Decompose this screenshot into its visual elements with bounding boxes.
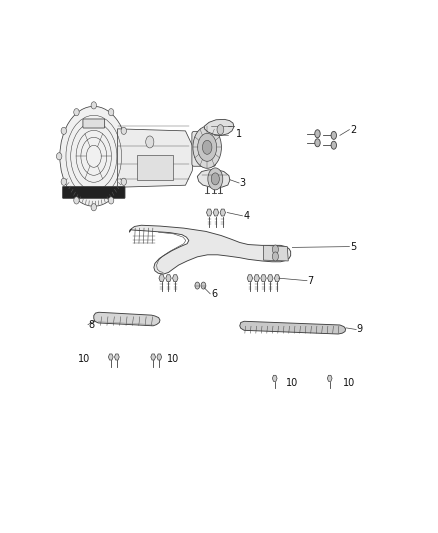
Ellipse shape (61, 178, 67, 185)
Ellipse shape (74, 109, 79, 116)
Text: 10: 10 (343, 378, 355, 388)
Ellipse shape (217, 125, 224, 135)
Ellipse shape (121, 127, 127, 134)
Ellipse shape (61, 127, 67, 134)
Ellipse shape (57, 153, 62, 160)
Ellipse shape (315, 139, 320, 147)
Ellipse shape (211, 173, 219, 185)
Polygon shape (151, 354, 155, 360)
Polygon shape (157, 354, 162, 360)
Polygon shape (274, 274, 280, 281)
FancyBboxPatch shape (83, 119, 105, 128)
Ellipse shape (202, 140, 212, 155)
Ellipse shape (201, 282, 206, 289)
Polygon shape (254, 274, 259, 281)
Text: 6: 6 (211, 289, 217, 299)
Polygon shape (166, 274, 171, 281)
Polygon shape (204, 119, 234, 135)
Polygon shape (220, 209, 226, 216)
Text: 2: 2 (350, 125, 357, 135)
Ellipse shape (208, 168, 223, 190)
Polygon shape (272, 375, 277, 382)
Text: 4: 4 (243, 211, 249, 221)
Text: 10: 10 (78, 354, 90, 365)
Ellipse shape (108, 197, 114, 204)
Polygon shape (240, 321, 346, 334)
Ellipse shape (315, 130, 320, 138)
Ellipse shape (91, 204, 96, 211)
Ellipse shape (331, 131, 336, 139)
Polygon shape (130, 225, 291, 274)
Text: 3: 3 (240, 178, 246, 188)
Ellipse shape (108, 109, 114, 116)
Text: 1: 1 (237, 129, 243, 139)
Ellipse shape (198, 133, 217, 161)
Text: 5: 5 (350, 241, 357, 252)
Ellipse shape (331, 141, 336, 149)
Polygon shape (247, 274, 253, 281)
Polygon shape (268, 274, 273, 281)
Text: 9: 9 (357, 325, 363, 335)
Polygon shape (261, 274, 266, 281)
Text: 10: 10 (167, 354, 179, 365)
Polygon shape (213, 209, 219, 216)
Text: 10: 10 (286, 378, 298, 388)
Ellipse shape (195, 282, 200, 289)
Ellipse shape (272, 252, 279, 261)
Ellipse shape (74, 197, 79, 204)
Polygon shape (206, 209, 212, 216)
Polygon shape (94, 312, 160, 326)
Ellipse shape (121, 178, 127, 185)
Ellipse shape (146, 136, 154, 148)
Polygon shape (108, 354, 113, 360)
Ellipse shape (272, 245, 279, 254)
FancyBboxPatch shape (192, 131, 215, 166)
Polygon shape (117, 129, 194, 187)
Polygon shape (264, 245, 288, 261)
Ellipse shape (193, 126, 222, 168)
Polygon shape (159, 274, 164, 281)
FancyBboxPatch shape (63, 187, 125, 198)
Polygon shape (173, 274, 178, 281)
Polygon shape (327, 375, 332, 382)
FancyBboxPatch shape (137, 155, 173, 180)
Ellipse shape (60, 107, 128, 206)
Ellipse shape (91, 102, 96, 109)
Polygon shape (197, 170, 230, 187)
Polygon shape (114, 354, 119, 360)
Text: 7: 7 (307, 276, 314, 286)
Text: 8: 8 (88, 320, 95, 329)
